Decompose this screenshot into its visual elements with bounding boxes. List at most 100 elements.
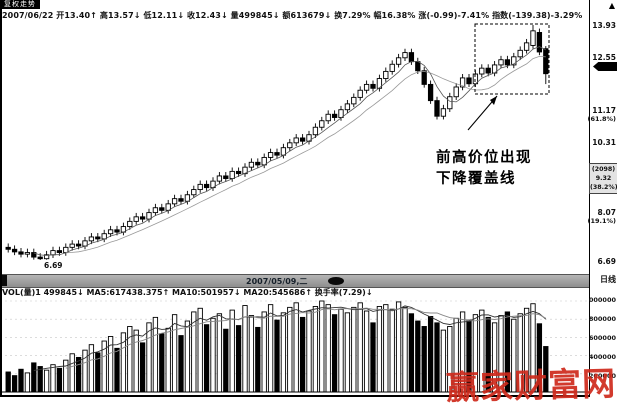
candle-up xyxy=(395,57,402,65)
price-ma5-line xyxy=(33,46,546,256)
volume-bar-up xyxy=(395,301,402,393)
candle-up xyxy=(191,189,197,196)
volume-bar-down xyxy=(255,326,261,393)
annotation-line-2: 下降覆盖线 xyxy=(436,169,516,187)
candle-down xyxy=(543,48,549,75)
volume-bar-up xyxy=(171,314,178,393)
axis-label-fib618-pct: (61.8%) xyxy=(587,115,617,123)
price-ma10-line xyxy=(65,55,546,254)
dashed-highlight-box xyxy=(474,23,550,95)
volume-bar-down xyxy=(299,316,306,393)
fib-box-line2: 9.32 xyxy=(595,175,612,182)
volume-bar-down xyxy=(203,324,210,393)
candle-down xyxy=(37,256,43,260)
volume-bar-up xyxy=(363,310,370,393)
candle-up xyxy=(530,30,536,46)
candle-up xyxy=(479,67,485,75)
candle-up xyxy=(357,89,363,98)
quote-info-line: 2007/06/22 开13.40↑ 高13.57↓ 低12.11↓ 收12.4… xyxy=(2,11,583,20)
candle-up xyxy=(133,216,139,222)
candle-down xyxy=(434,100,440,117)
date-bar-left-marker xyxy=(0,275,7,286)
candle-up xyxy=(287,142,293,149)
volume-bar-up xyxy=(293,302,299,393)
volume-bar-down xyxy=(274,319,280,393)
candle-up xyxy=(50,250,56,256)
left-border xyxy=(0,0,2,396)
volume-bar-up xyxy=(24,372,31,393)
volume-bar-up xyxy=(351,306,357,393)
volume-bar-up xyxy=(197,307,203,393)
candle-up xyxy=(69,243,75,248)
candle-down xyxy=(11,248,18,253)
candlestick-chart-svg[interactable] xyxy=(0,22,589,274)
candle-down xyxy=(274,152,280,156)
volume-bar-down xyxy=(434,322,440,393)
volume-bar-up xyxy=(69,353,75,393)
candle-up xyxy=(248,161,255,168)
volume-bar-up xyxy=(133,329,139,393)
candle-up xyxy=(523,42,530,51)
candle-up xyxy=(184,194,191,202)
axis-label-mid: 10.31 xyxy=(592,138,616,147)
candle-down xyxy=(466,77,472,85)
period-label[interactable]: 日线 xyxy=(600,275,616,284)
volume-bar-up xyxy=(338,308,344,393)
candle-down xyxy=(421,70,427,85)
volume-bar-up xyxy=(402,306,408,393)
candle-up xyxy=(293,137,299,144)
scroll-up-icon[interactable]: ▲ xyxy=(608,1,615,10)
volume-bar-up xyxy=(165,327,171,393)
candle-down xyxy=(485,67,491,74)
volume-bar-down xyxy=(18,368,24,393)
candle-up xyxy=(88,236,95,242)
volume-bar-up xyxy=(229,309,235,393)
volume-bar-up xyxy=(267,304,274,393)
date-axis-bar[interactable]: 2007/05/09,二 xyxy=(0,274,589,288)
candle-up xyxy=(498,59,504,66)
candle-down xyxy=(504,59,511,66)
fib-box-line3: (38.2%) xyxy=(590,184,617,191)
volume-chart-pane[interactable] xyxy=(0,297,589,397)
volume-bar-down xyxy=(331,314,338,393)
candle-down xyxy=(178,198,184,202)
candlestick-chart-pane[interactable]: 前高价位出现 下降覆盖线 6.69 xyxy=(0,22,589,274)
candle-down xyxy=(5,246,11,250)
axis-label-top: 13.93 xyxy=(592,21,616,30)
volume-bar-down xyxy=(415,320,421,393)
volume-bar-down xyxy=(56,367,63,393)
volume-bar-down xyxy=(427,316,434,393)
candle-down xyxy=(223,175,229,179)
volume-bar-up xyxy=(184,320,191,393)
volume-bar-up xyxy=(50,364,56,393)
volume-bar-down xyxy=(114,347,120,393)
volume-bar-up xyxy=(306,310,312,393)
candle-down xyxy=(415,61,421,72)
volume-bar-up xyxy=(344,312,351,393)
volume-bar-down xyxy=(235,325,242,393)
candle-down xyxy=(408,52,415,63)
axis-label-fib618: 11.17 xyxy=(592,106,616,115)
candle-up xyxy=(107,229,114,235)
volume-bar-up xyxy=(376,306,383,393)
candle-up xyxy=(459,77,466,88)
candle-down xyxy=(95,236,101,240)
corner-title-box: 复权走势 xyxy=(0,0,40,9)
axis-label-bottom: 6.69 xyxy=(597,257,616,266)
volume-bar-down xyxy=(421,326,427,393)
volume-bar-up xyxy=(88,344,95,393)
date-bar-scroll-thumb[interactable] xyxy=(328,277,344,285)
vol-axis-label-4: 400000 xyxy=(588,353,616,361)
candle-up xyxy=(24,252,31,255)
candle-down xyxy=(75,243,82,247)
candle-down xyxy=(370,83,376,89)
volume-bar-up xyxy=(146,322,152,393)
fib-box-line1: (2098) xyxy=(591,166,616,173)
candle-down xyxy=(203,183,210,189)
candle-up xyxy=(312,126,319,136)
candle-up xyxy=(229,170,235,179)
candle-up xyxy=(267,152,274,158)
candle-up xyxy=(344,103,351,111)
candle-down xyxy=(255,161,261,166)
volume-chart-svg[interactable] xyxy=(0,297,589,393)
